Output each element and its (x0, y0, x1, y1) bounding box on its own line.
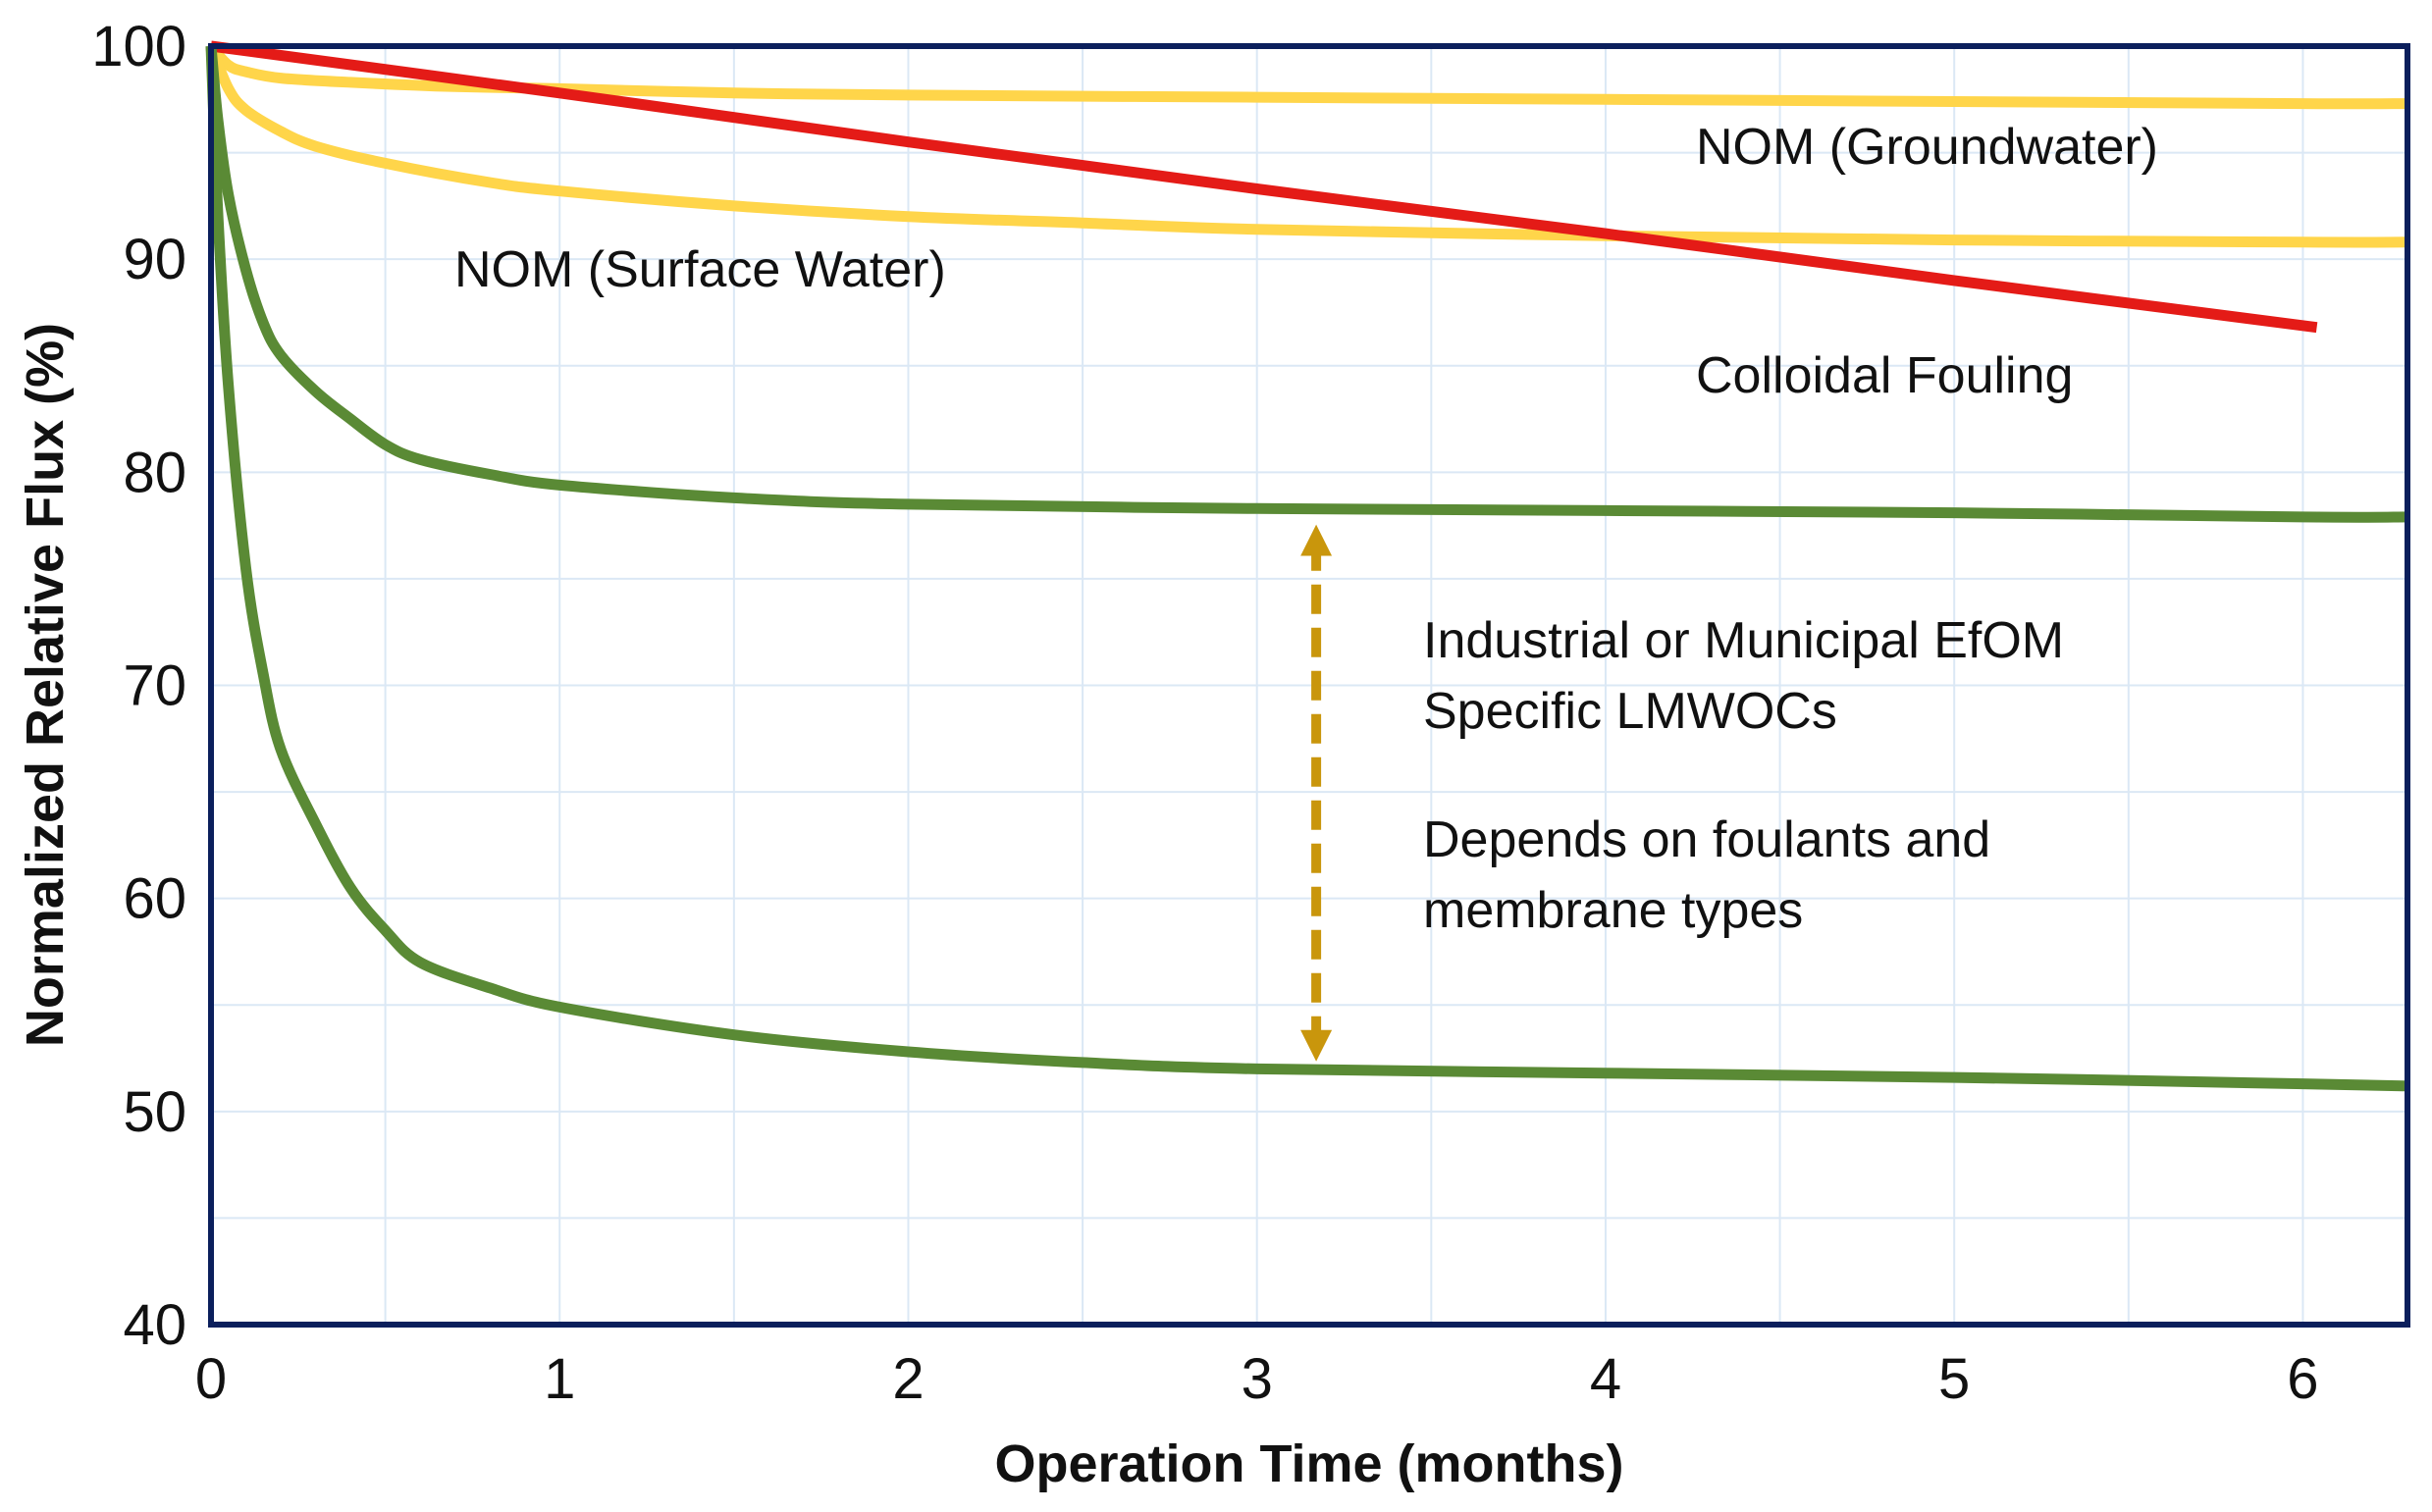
x-tick-label: 1 (544, 1347, 575, 1411)
x-tick-label: 4 (1590, 1347, 1621, 1411)
x-tick-label: 3 (1242, 1347, 1273, 1411)
label-colloidal-fouling: Colloidal Fouling (1696, 347, 2073, 404)
y-axis-title: Normalized Relative Flux (%) (16, 323, 75, 1047)
x-tick-label: 0 (195, 1347, 227, 1411)
y-tick-label: 100 (91, 15, 186, 78)
y-tick-label: 80 (123, 441, 186, 504)
series-line-industrial-or-municipal-efom-lower (205, 45, 2408, 1092)
label-membrane-types: membrane types (1423, 882, 1803, 939)
y-tick-label: 40 (123, 1293, 186, 1357)
label-industrial-efom: Industrial or Municipal EfOM (1423, 612, 2064, 669)
series-line-nom-groundwater (206, 42, 2408, 110)
x-tick-label: 5 (1938, 1347, 1970, 1411)
x-tick-label: 6 (2287, 1347, 2318, 1411)
x-axis-title: Operation Time (months) (994, 1434, 1623, 1493)
label-nom-surface-water: NOM (Surface Water) (454, 241, 946, 298)
series-lines (205, 40, 2408, 1092)
label-specific-lmwocs: Specific LMWOCs (1423, 683, 1837, 740)
y-tick-labels: 100 90 80 70 60 50 40 (91, 15, 186, 1357)
label-depends-on-foulants: Depends on foulants and (1423, 811, 1990, 868)
x-tick-labels: 0 1 2 3 4 5 6 (195, 1347, 2319, 1411)
y-tick-label: 70 (123, 654, 186, 718)
y-tick-label: 50 (123, 1080, 186, 1144)
series-line-industrial-or-municipal-efom-upper (205, 45, 2408, 523)
x-tick-label: 2 (892, 1347, 924, 1411)
y-tick-label: 60 (123, 867, 186, 931)
y-tick-label: 90 (123, 228, 186, 291)
series-line-nom-surface-water (205, 43, 2408, 248)
plot-frame (208, 43, 2410, 1328)
series-line-colloidal-fouling (210, 40, 2318, 334)
label-nom-groundwater: NOM (Groundwater) (1696, 119, 2158, 176)
